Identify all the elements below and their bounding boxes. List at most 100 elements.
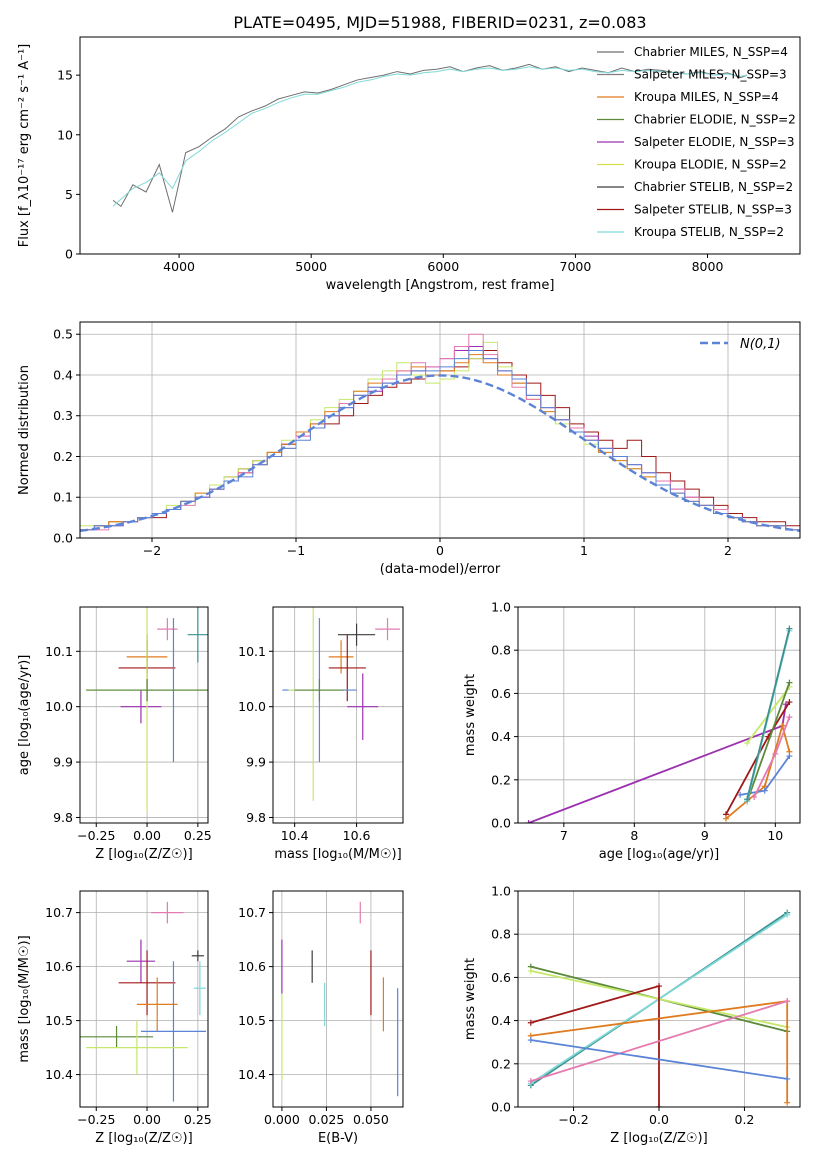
y-tick-label: 0.0 <box>491 1100 511 1115</box>
y-tick-label: 0.0 <box>53 531 73 546</box>
legend: N(0,1) <box>700 337 781 352</box>
series-marker <box>656 983 662 990</box>
series-marker <box>779 722 786 729</box>
y-tick-label: 10.1 <box>45 644 73 659</box>
x-tick-label: 7 <box>560 828 568 843</box>
x-tick-label: 0 <box>436 543 444 558</box>
series-marker <box>751 794 758 801</box>
data-layer <box>527 909 791 1107</box>
y-tick-label: 1.0 <box>491 884 511 899</box>
axes-frame <box>272 890 404 1108</box>
x-axis-label: Z [log₁₀(Z/Z☉)] <box>95 1131 192 1146</box>
plot-area <box>80 607 208 823</box>
y-tick-label: 5 <box>65 187 73 202</box>
x-tick-label: 0.0 <box>649 1112 669 1127</box>
y-tick-label: 0.8 <box>491 927 511 942</box>
panel-residuals: −2 −1 0 1 2 0.0 0.1 0.2 0.3 0.4 0.5 (data-model)/er… <box>17 321 801 577</box>
y-axis-label: Normed distribution <box>17 365 32 495</box>
x-tick-label: 0.2 <box>735 1112 755 1127</box>
y-tick-label: 0.6 <box>491 970 511 985</box>
series-marker <box>722 815 729 822</box>
y-tick-label: 0.2 <box>53 449 73 464</box>
y-tick-label: 0.8 <box>491 643 511 658</box>
y-tick-label: 0.0 <box>491 816 511 831</box>
y-tick-label: 0 <box>65 247 73 262</box>
x-tick-label: −1 <box>287 543 305 558</box>
data-layer <box>80 901 206 1102</box>
series-marker <box>784 911 791 918</box>
series-marker <box>786 714 793 721</box>
x-tick-label: 1 <box>580 543 588 558</box>
data-layer <box>281 901 399 1097</box>
x-tick-label: 0.025 <box>309 1112 345 1127</box>
series-marker <box>784 1075 791 1082</box>
y-tick-label: 0.6 <box>491 686 511 701</box>
x-tick-label: 0.000 <box>264 1112 300 1127</box>
x-tick-label: 0.00 <box>133 828 161 843</box>
y-tick-label: 0.3 <box>53 408 73 423</box>
y-tick-label: 10.5 <box>238 1013 266 1028</box>
panel-mass_vs_Z: −0.25 0.00 0.25 10.4 10.5 10.6 10.7 Z [log₁₀(Z/… <box>17 890 212 1146</box>
legend-label: Chabrier ELODIE, N_SSP=2 <box>634 113 796 127</box>
plot-area <box>80 891 208 1107</box>
axes-frame <box>517 606 801 824</box>
x-tick-label: 0.00 <box>133 1112 161 1127</box>
y-tick-label: 9.9 <box>246 755 266 770</box>
x-tick-label: 7000 <box>560 259 592 274</box>
legend-label: Salpeter ELODIE, N_SSP=3 <box>634 135 795 149</box>
series-line <box>746 628 791 800</box>
y-tick-label: 0.2 <box>491 772 511 787</box>
figure-title: PLATE=0495, MJD=51988, FIBERID=0231, z=0… <box>233 13 646 32</box>
axes-frame <box>79 606 209 824</box>
y-tick-label: 9.9 <box>53 755 73 770</box>
y-tick-label: 9.8 <box>53 810 73 825</box>
y-axis-label: mass weight <box>463 958 478 1040</box>
x-tick-label: 0.25 <box>184 1112 212 1127</box>
y-tick-label: 10.7 <box>45 905 73 920</box>
x-tick-label: 10 <box>767 828 783 843</box>
x-tick-label: 6000 <box>427 259 459 274</box>
y-tick-label: 0.2 <box>491 1056 511 1071</box>
y-tick-label: 10.4 <box>238 1067 266 1082</box>
panel-spectrum: 4000 5000 6000 7000 8000 0 5 10 15 wavelength [An… <box>17 36 801 293</box>
series-marker <box>527 1019 534 1026</box>
x-tick-label: 9 <box>701 828 709 843</box>
y-tick-label: 15 <box>57 68 73 83</box>
y-tick-label: 10.5 <box>45 1013 73 1028</box>
gaussian-curve <box>80 374 800 533</box>
x-tick-label: −0.25 <box>77 828 115 843</box>
y-tick-label: 0.4 <box>53 367 73 382</box>
x-tick-label: −2 <box>143 543 161 558</box>
panel-massweight_vs_Z: −0.2 0.0 0.2 0.0 0.2 0.4 0.6 0.8 1.0 Z [log₁₀(Z/Z… <box>463 884 801 1146</box>
series-line <box>530 1000 788 1082</box>
y-tick-label: 0.4 <box>491 1013 511 1028</box>
series-marker <box>786 753 793 760</box>
legend: Chabrier MILES, N_SSP=4 Salpeter MILES, N… <box>597 45 796 239</box>
series-marker <box>784 998 791 1005</box>
series-marker <box>786 625 793 632</box>
series-marker <box>772 750 779 757</box>
x-tick-label: 2 <box>724 543 732 558</box>
data-layer <box>80 333 800 533</box>
data-layer <box>112 63 748 213</box>
legend-label: Kroupa MILES, N_SSP=4 <box>634 90 779 104</box>
y-tick-label: 10 <box>57 127 73 142</box>
series-marker <box>737 791 744 798</box>
y-tick-label: 10.6 <box>238 959 266 974</box>
x-tick-label: 8 <box>630 828 638 843</box>
y-tick-label: 1.0 <box>491 600 511 615</box>
spectrum-line <box>112 63 748 213</box>
axes-frame <box>272 606 404 824</box>
x-axis-label: Z [log₁₀(Z/Z☉)] <box>610 1131 707 1146</box>
series-line <box>746 682 791 802</box>
x-tick-label: 10.4 <box>281 828 309 843</box>
x-tick-label: 8000 <box>692 259 724 274</box>
plot-area <box>273 607 403 823</box>
panel-massweight_vs_age: 7 8 9 10 0.0 0.2 0.4 0.6 0.8 1.0 age [log₁₀(age/yr… <box>463 600 801 862</box>
series-marker <box>527 967 534 974</box>
series-marker <box>784 1099 791 1106</box>
series-marker <box>656 1104 662 1107</box>
spectrum-line <box>112 66 748 207</box>
